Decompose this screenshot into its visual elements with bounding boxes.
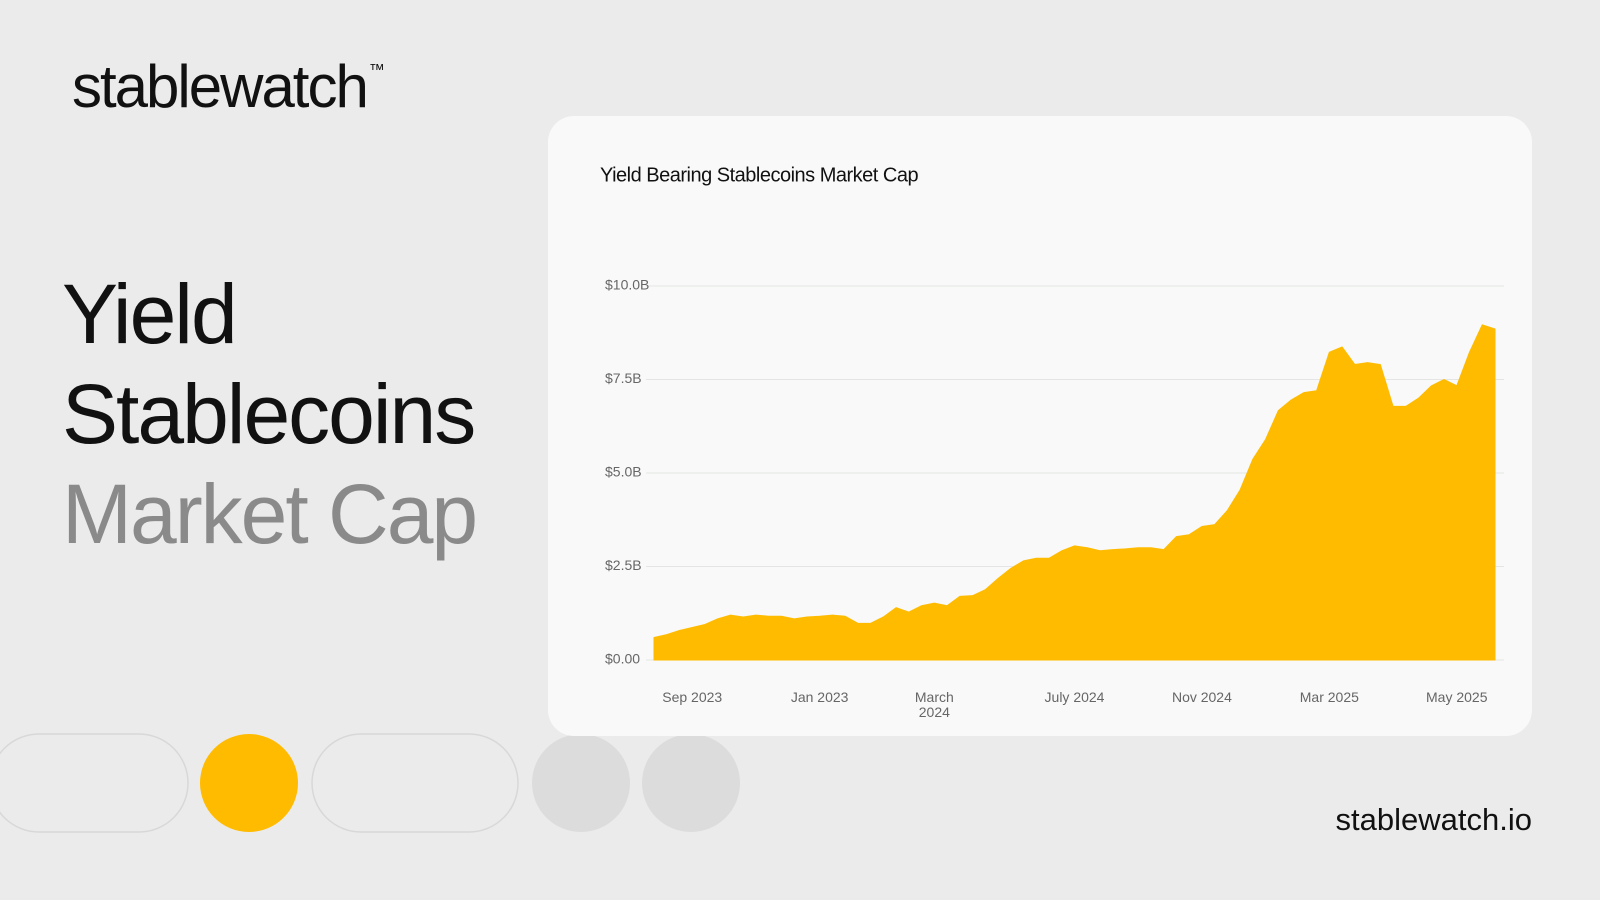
pill <box>311 733 519 833</box>
y-tick-label: $10.0B <box>605 277 649 293</box>
brand-mark: ™ <box>368 62 385 79</box>
headline: Market Cap <box>62 467 478 561</box>
x-tick-label: Nov 2024 <box>1171 689 1232 705</box>
area <box>653 324 1496 661</box>
x-tick-label: Jan 2023 <box>790 689 849 705</box>
plot: $0.00 $2.5B $5.0B $7.5B $10.0B <box>605 277 1504 667</box>
y-tick-label: $7.5B <box>605 370 642 386</box>
x-tick-label: July 2024 <box>1044 689 1105 705</box>
brand: stablewatch ™ <box>72 52 385 121</box>
y-tick-label: $5.0B <box>605 464 642 480</box>
headline: Yield <box>62 267 238 361</box>
x-tick-label: Sep 2023 <box>662 689 723 705</box>
dot <box>642 734 740 832</box>
chart-title: Yield Bearing Stablecoins Market Cap <box>600 164 918 186</box>
y-tick-label: $2.5B <box>605 557 642 573</box>
dot <box>200 734 298 832</box>
x-tick-label: May 2025 <box>1426 689 1488 705</box>
headline: Stablecoins <box>62 367 476 461</box>
x-tick-label: March 2024 <box>914 689 954 720</box>
x-tick-label: Mar 2025 <box>1299 689 1359 705</box>
brand-name: stablewatch <box>72 53 369 120</box>
pill <box>0 733 189 833</box>
dot <box>532 734 630 832</box>
footer-link: stablewatch.io <box>1335 802 1532 837</box>
y-tick-label: $0.00 <box>605 651 640 667</box>
